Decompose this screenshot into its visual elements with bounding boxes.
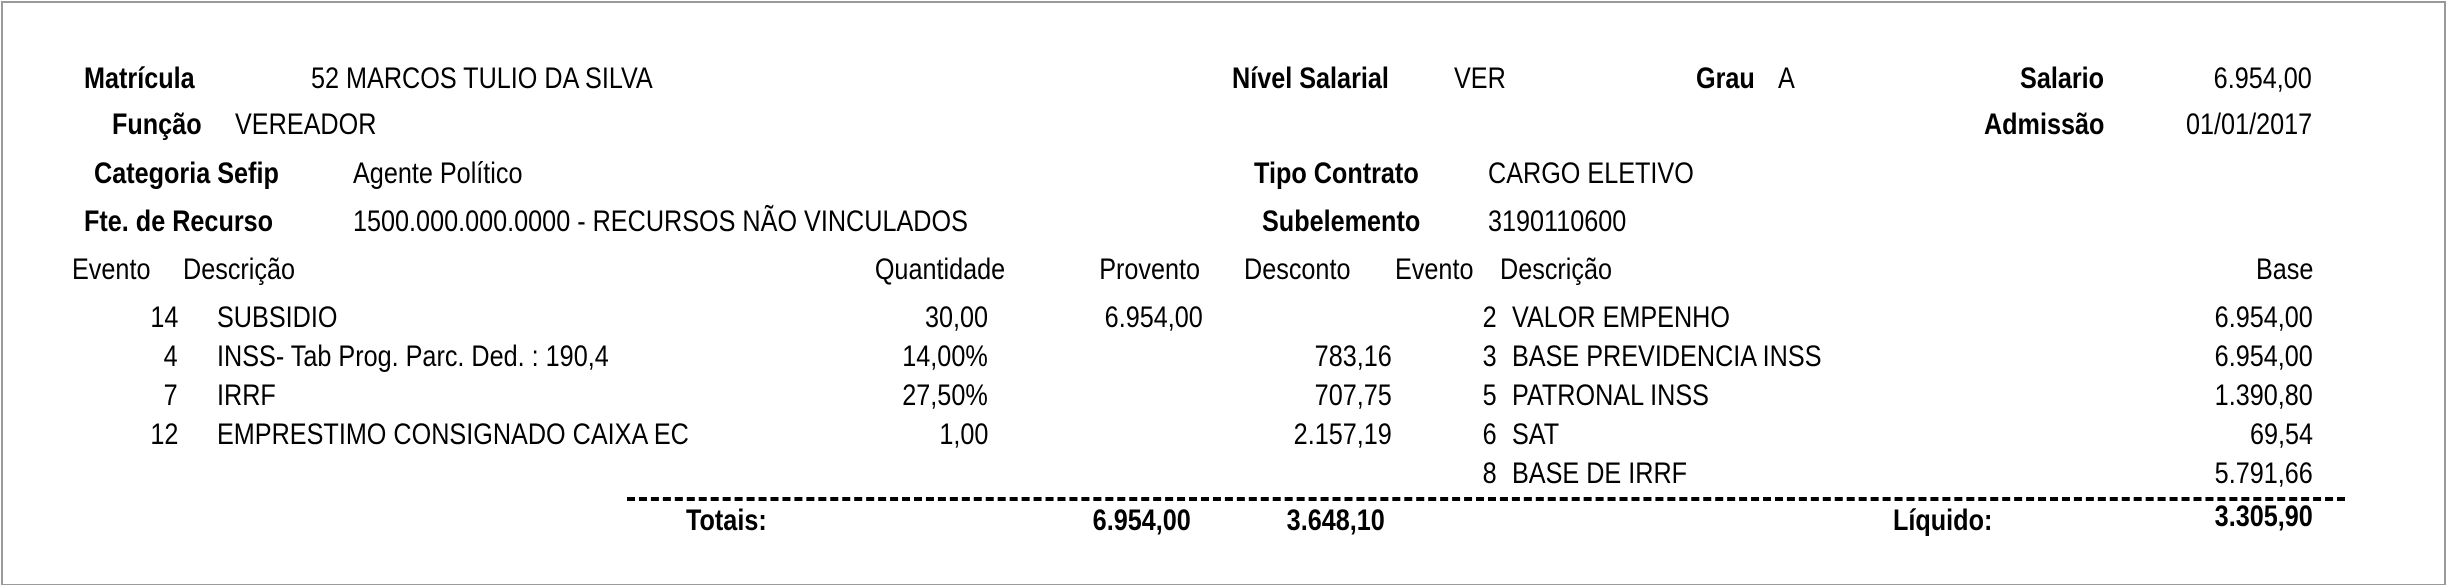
base-description: BASE DE IRRF xyxy=(1512,457,1688,490)
grau-label: Grau xyxy=(1696,62,1755,95)
subelemento-label: Subelemento xyxy=(1262,205,1421,238)
grau-value: A xyxy=(1778,62,1795,95)
liquido-label: Líquido: xyxy=(1893,504,1993,537)
event-quantity: 14,00% xyxy=(902,340,988,373)
nivel-label: Nível Salarial xyxy=(1232,62,1389,95)
event-quantity: 27,50% xyxy=(902,379,988,412)
fonte-value: 1500.000.000.0000 - RECURSOS NÃO VINCULA… xyxy=(353,205,968,238)
liquido-value: 3.305,90 xyxy=(2214,500,2313,533)
tipo-contrato-value: CARGO ELETIVO xyxy=(1488,157,1694,190)
matricula-value: 52 MARCOS TULIO DA SILVA xyxy=(311,62,653,95)
categoria-value: Agente Político xyxy=(353,157,523,190)
event-description: IRRF xyxy=(217,379,276,412)
base-description: SAT xyxy=(1512,418,1560,451)
fonte-label: Fte. de Recurso xyxy=(84,205,274,238)
base-value: 5.791,66 xyxy=(2214,457,2313,490)
col-descricao: Descrição xyxy=(183,253,296,286)
col-desconto: Desconto xyxy=(1244,253,1351,286)
total-provento: 6.954,00 xyxy=(1092,504,1191,537)
base-description: VALOR EMPENHO xyxy=(1512,301,1730,334)
subelemento-value: 3190110600 xyxy=(1488,205,1627,238)
base-code: 8 xyxy=(1482,457,1497,490)
event-description: SUBSIDIO xyxy=(217,301,338,334)
event-description: INSS- Tab Prog. Parc. Ded. : 190,4 xyxy=(217,340,609,373)
base-value: 69,54 xyxy=(2249,418,2313,451)
base-code: 2 xyxy=(1482,301,1497,334)
event-desconto: 2.157,19 xyxy=(1293,418,1392,451)
event-code: 12 xyxy=(149,418,178,451)
event-desconto: 783,16 xyxy=(1314,340,1392,373)
salario-value: 6.954,00 xyxy=(2213,62,2312,95)
event-description: EMPRESTIMO CONSIGNADO CAIXA EC xyxy=(217,418,689,451)
event-desconto: 707,75 xyxy=(1314,379,1392,412)
col-provento: Provento xyxy=(1099,253,1200,286)
admissao-value: 01/01/2017 xyxy=(2185,108,2312,141)
base-code: 6 xyxy=(1482,418,1497,451)
event-code: 14 xyxy=(149,301,178,334)
funcao-value: VEREADOR xyxy=(235,108,377,141)
categoria-label: Categoria Sefip xyxy=(94,157,279,190)
event-quantity: 1,00 xyxy=(938,418,988,451)
totais-label: Totais: xyxy=(686,504,767,537)
funcao-label: Função xyxy=(112,108,202,141)
salario-label: Salario xyxy=(2019,62,2104,95)
totals-divider xyxy=(627,497,2345,501)
base-value: 1.390,80 xyxy=(2214,379,2313,412)
total-desconto: 3.648,10 xyxy=(1286,504,1385,537)
base-code: 3 xyxy=(1482,340,1497,373)
matricula-label: Matrícula xyxy=(84,62,195,95)
nivel-value: VER xyxy=(1454,62,1506,95)
base-value: 6.954,00 xyxy=(2214,340,2313,373)
event-provento: 6.954,00 xyxy=(1104,301,1203,334)
col-descricao-base: Descrição xyxy=(1500,253,1613,286)
base-description: BASE PREVIDENCIA INSS xyxy=(1512,340,1822,373)
col-evento: Evento xyxy=(72,253,151,286)
base-code: 5 xyxy=(1482,379,1497,412)
col-quantidade: Quantidade xyxy=(874,253,1005,286)
col-evento-base: Evento xyxy=(1395,253,1474,286)
admissao-label: Admissão xyxy=(1983,108,2104,141)
col-base: Base xyxy=(2255,253,2313,286)
base-value: 6.954,00 xyxy=(2214,301,2313,334)
event-code: 7 xyxy=(163,379,178,412)
base-description: PATRONAL INSS xyxy=(1512,379,1709,412)
event-code: 4 xyxy=(163,340,178,373)
tipo-contrato-label: Tipo Contrato xyxy=(1254,157,1419,190)
event-quantity: 30,00 xyxy=(924,301,988,334)
